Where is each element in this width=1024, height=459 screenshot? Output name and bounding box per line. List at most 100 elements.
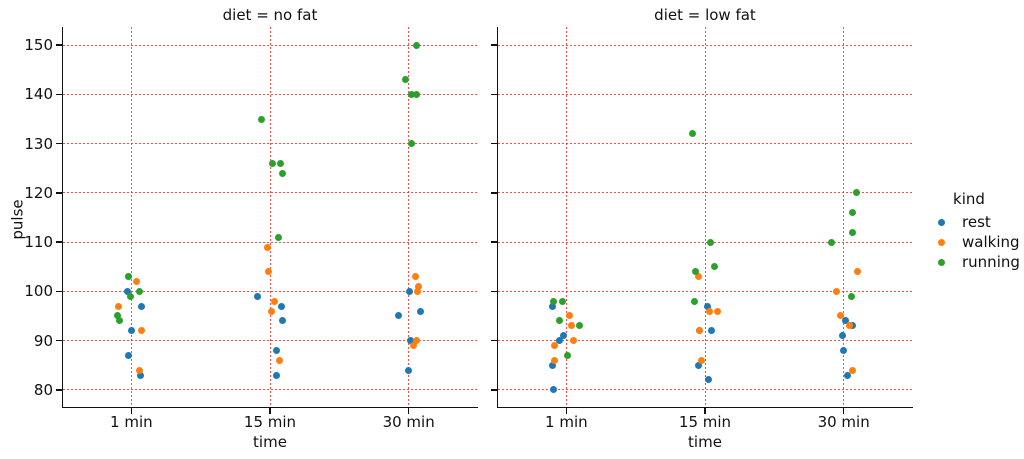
data-point-walking bbox=[412, 273, 420, 281]
y-tick-label: 130 bbox=[24, 134, 53, 153]
data-point-running bbox=[268, 159, 276, 167]
y-tick-label: 110 bbox=[24, 233, 53, 252]
x-tick bbox=[130, 408, 133, 414]
data-point-walking bbox=[705, 307, 713, 315]
data-point-rest bbox=[127, 327, 135, 335]
data-point-running bbox=[688, 130, 696, 138]
data-point-walking bbox=[849, 366, 857, 374]
data-point-running bbox=[278, 169, 286, 177]
data-point-walking bbox=[550, 341, 558, 349]
data-point-walking bbox=[114, 302, 122, 310]
data-point-walking bbox=[414, 287, 422, 295]
data-point-running bbox=[575, 322, 583, 330]
data-point-running bbox=[274, 233, 282, 241]
y-tick bbox=[56, 142, 62, 145]
legend-label: rest bbox=[962, 213, 991, 231]
y-tick-label: 80 bbox=[33, 380, 53, 399]
data-point-walking bbox=[846, 322, 854, 330]
y-tick bbox=[56, 192, 62, 194]
y-tick bbox=[491, 142, 497, 145]
data-point-rest bbox=[406, 287, 414, 295]
data-point-running bbox=[408, 90, 416, 98]
data-point-walking bbox=[275, 356, 283, 364]
data-point-rest bbox=[277, 302, 285, 310]
data-point-rest bbox=[703, 302, 711, 310]
data-point-running bbox=[135, 287, 143, 295]
v-gridline bbox=[408, 27, 410, 407]
data-point-running bbox=[849, 209, 857, 217]
data-point-rest bbox=[253, 292, 261, 300]
x-axis-label-low-fat: time bbox=[688, 433, 722, 451]
data-point-walking bbox=[264, 268, 272, 276]
data-point-running bbox=[124, 273, 132, 281]
data-point-running bbox=[853, 189, 861, 197]
y-tick bbox=[56, 389, 62, 391]
legend-items: rest walking running bbox=[930, 212, 1020, 272]
data-point-rest bbox=[272, 371, 280, 379]
y-tick-label: 90 bbox=[33, 331, 53, 350]
data-point-rest bbox=[124, 351, 132, 359]
data-point-running bbox=[706, 238, 714, 246]
v-gridline bbox=[269, 27, 271, 407]
y-tick bbox=[56, 44, 62, 46]
y-tick-label: 150 bbox=[24, 36, 53, 55]
facet-plot-low-fat bbox=[497, 27, 913, 408]
facet-title-no-fat: diet = no fat bbox=[222, 6, 318, 24]
data-point-rest bbox=[548, 302, 556, 310]
data-point-rest bbox=[559, 332, 567, 340]
data-point-running bbox=[690, 297, 698, 305]
y-tick bbox=[491, 339, 497, 342]
x-tick-label: 15 min bbox=[678, 413, 732, 431]
x-tick-label: 15 min bbox=[243, 413, 297, 431]
v-gridline bbox=[565, 27, 567, 407]
x-tick-label: 1 min bbox=[545, 413, 588, 431]
legend-label: running bbox=[962, 253, 1020, 271]
data-point-rest bbox=[840, 346, 848, 354]
x-tick bbox=[842, 408, 845, 414]
data-point-walking bbox=[550, 356, 558, 364]
facet-title-low-fat: diet = low fat bbox=[654, 6, 756, 24]
legend-marker-walking bbox=[938, 238, 945, 246]
data-point-walking bbox=[569, 337, 577, 345]
data-point-walking bbox=[567, 322, 575, 330]
data-point-rest bbox=[842, 317, 850, 325]
legend-item-running: running bbox=[930, 252, 1020, 272]
data-point-rest bbox=[278, 317, 286, 325]
data-point-running bbox=[549, 297, 557, 305]
x-tick-label: 1 min bbox=[110, 413, 153, 431]
v-gridline bbox=[704, 27, 706, 407]
x-tick-label: 30 min bbox=[382, 413, 435, 431]
y-tick-label: 100 bbox=[24, 282, 53, 301]
x-axis-label-no-fat: time bbox=[253, 433, 287, 451]
legend-title: kind bbox=[953, 190, 985, 208]
legend-marker-running bbox=[938, 258, 945, 266]
data-point-walking bbox=[413, 337, 421, 345]
data-point-rest bbox=[694, 361, 702, 369]
data-point-rest bbox=[395, 312, 403, 320]
legend-item-rest: rest bbox=[930, 212, 1020, 232]
y-tick bbox=[56, 290, 62, 293]
facet-plot-no-fat bbox=[62, 27, 478, 408]
data-point-running bbox=[413, 90, 421, 98]
y-tick bbox=[491, 192, 497, 194]
x-tick-label: 30 min bbox=[817, 413, 870, 431]
data-point-walking bbox=[833, 287, 841, 295]
data-point-walking bbox=[565, 312, 573, 320]
data-point-rest bbox=[839, 332, 847, 340]
data-point-running bbox=[710, 263, 718, 271]
data-point-running bbox=[555, 317, 563, 325]
legend-item-walking: walking bbox=[930, 232, 1020, 252]
data-point-running bbox=[849, 228, 857, 236]
data-point-walking bbox=[263, 243, 271, 251]
legend-marker-rest bbox=[938, 218, 945, 226]
y-tick bbox=[56, 339, 62, 342]
y-tick bbox=[491, 44, 497, 46]
data-point-walking bbox=[270, 297, 278, 305]
x-tick bbox=[407, 408, 410, 414]
data-point-walking bbox=[854, 268, 862, 276]
y-tick-label: 140 bbox=[24, 85, 53, 104]
data-point-walking bbox=[415, 282, 423, 290]
x-tick bbox=[704, 408, 706, 414]
data-point-running bbox=[113, 312, 121, 320]
